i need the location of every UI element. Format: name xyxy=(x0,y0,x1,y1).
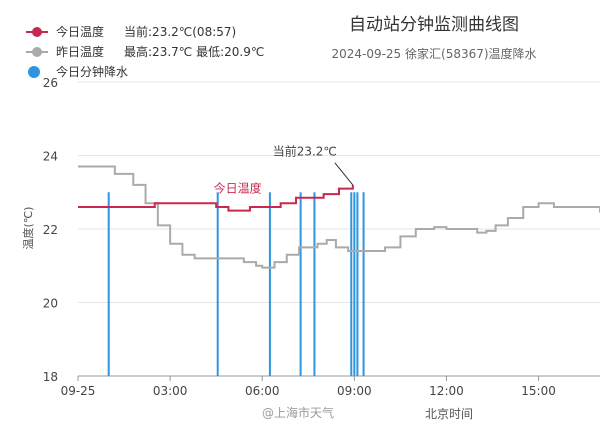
legend-dot xyxy=(32,27,42,37)
legend-line-dot-icon xyxy=(26,46,48,58)
legend-item-today-temp[interactable]: 今日温度 当前:23.2℃(08:57) xyxy=(26,22,270,42)
legend-line-dot-icon xyxy=(26,26,48,38)
x-axis-label: 北京时间 xyxy=(425,407,474,421)
legend-dot xyxy=(32,47,42,57)
legend-label: 今日分钟降水 xyxy=(56,65,129,79)
precip-bar xyxy=(313,192,316,376)
legend-label: 昨日温度 xyxy=(56,45,105,59)
chart-title: 自动站分钟监测曲线图 xyxy=(349,15,519,35)
precip-bar xyxy=(350,192,353,376)
x-tick-label: 09:00 xyxy=(337,384,372,398)
series-line-yesterday xyxy=(78,165,600,269)
y-tick-label: 18 xyxy=(43,370,58,384)
annotation-current-value: 当前23.2℃ xyxy=(273,144,337,159)
y-tick-label: 20 xyxy=(43,297,58,311)
x-tick-label: 06:00 xyxy=(245,384,280,398)
precip-bar xyxy=(268,192,271,376)
series-line-today xyxy=(78,184,354,212)
annotation-pointer xyxy=(334,162,354,186)
y-tick-label: 24 xyxy=(43,150,58,164)
chart-subtitle: 2024-09-25 徐家汇(58367)温度降水 xyxy=(331,47,537,61)
annotation-series-label: 今日温度 xyxy=(214,180,262,195)
watermark: @上海市天气 xyxy=(262,406,335,420)
x-tick-label: 09-25 xyxy=(61,384,96,398)
y-tick-label: 22 xyxy=(43,223,58,237)
y-tick-label: 26 xyxy=(43,76,58,90)
legend-label: 今日温度 xyxy=(56,25,105,39)
legend-item-precip[interactable]: 今日分钟降水 xyxy=(26,62,270,82)
chart-title-block: 自动站分钟监测曲线图 2024-09-25 徐家汇(58367)温度降水 xyxy=(304,10,564,62)
precip-bar xyxy=(356,192,359,376)
precip-bar xyxy=(299,192,302,376)
legend-current-text: 当前:23.2℃(08:57) xyxy=(124,25,237,39)
legend-max-min-text: 最高:23.7℃ 最低:20.9℃ xyxy=(124,45,265,59)
precip-bar xyxy=(107,192,110,376)
legend: 今日温度 当前:23.2℃(08:57) 昨日温度 最高:23.7℃ 最低:20… xyxy=(26,22,270,82)
x-tick-label: 15:00 xyxy=(521,384,556,398)
legend-item-yesterday-temp[interactable]: 昨日温度 最高:23.7℃ 最低:20.9℃ xyxy=(26,42,270,62)
precip-bar xyxy=(362,192,365,376)
y-axis-label: 温度(℃) xyxy=(22,206,35,250)
x-tick-label: 03:00 xyxy=(153,384,188,398)
x-tick-label: 12:00 xyxy=(429,384,464,398)
precip-bar xyxy=(216,192,219,376)
precip-bar xyxy=(353,192,356,376)
legend-dot-icon xyxy=(28,66,40,78)
